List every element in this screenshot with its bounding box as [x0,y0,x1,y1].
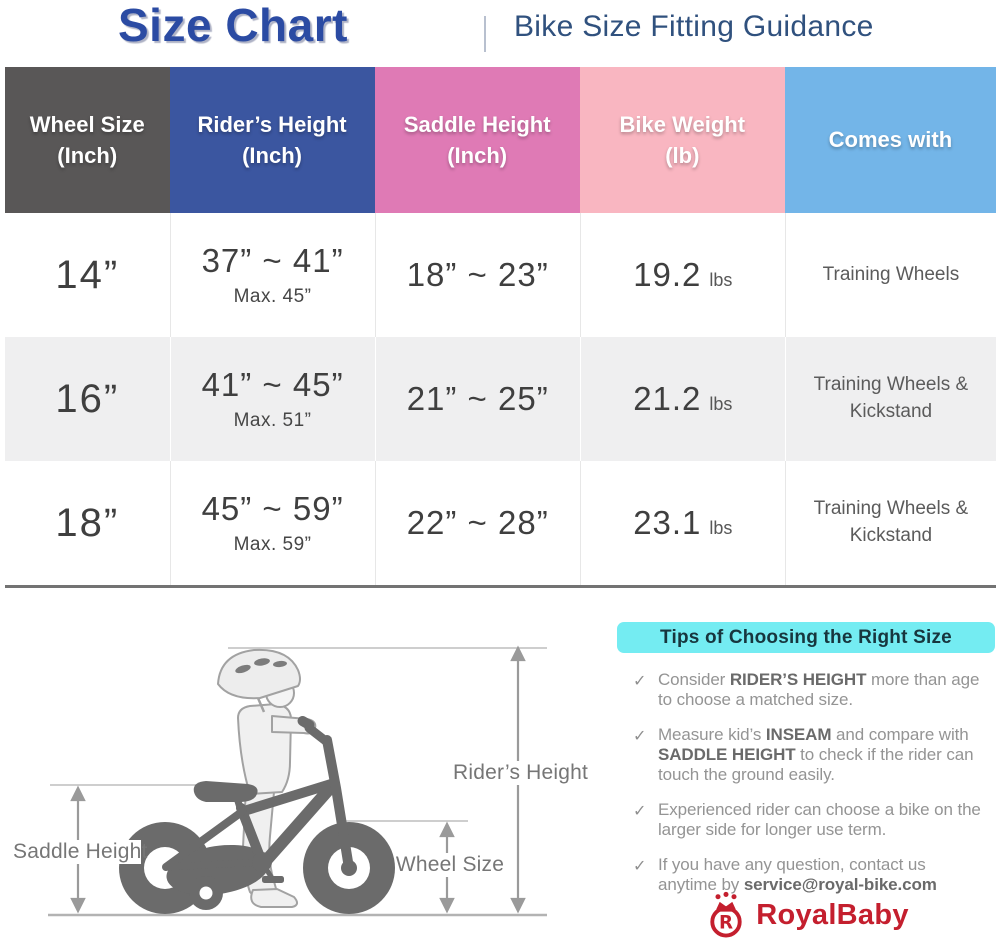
tip-text-segment: Measure kid’s [658,725,766,744]
saddle-height-range: 22” ~ 28” [406,504,549,541]
tip-text-segment: to check if the rider can touch the grou… [658,745,974,784]
column-header-label: Rider’s Height [197,111,347,137]
check-icon: ✓ [633,803,647,820]
tip-text: Experienced rider can choose a bike on t… [658,800,988,840]
cell-rider-height: 45” ~ 59” Max. 59” [169,461,375,585]
cell-comes-with: Training Wheels & Kickstand [784,337,996,461]
rider-height-max: Max. 51” [233,410,312,431]
weight-unit: lbs [709,518,733,538]
bike-weight-value: 21.2 lbs [633,380,732,418]
tip-item: ✓ Measure kid’s INSEAM and compare with S… [617,725,995,785]
column-header-sublabel: (Inch) [57,142,118,168]
rider-height-range: 41” ~ 45” [201,366,344,403]
rider-height-max: Max. 45” [233,286,312,307]
column-header-comes-with: Comes with [784,67,996,213]
column-header-sublabel: (Inch) [447,142,508,168]
weight-unit: lbs [709,394,733,414]
table-row: 14” 37” ~ 41” Max. 45” 18” ~ 23” 19.2 lbs Trai… [5,213,996,337]
tip-text-segment: and compare with [831,725,969,744]
cell-rider-height: 41” ~ 45” Max. 51” [169,337,375,461]
cell-bike-weight: 19.2 lbs [579,213,785,337]
page-subtitle: Bike Size Fitting Guidance [514,10,874,43]
tip-text-segment: more than age to choose a matched size. [658,670,980,709]
weight-unit: lbs [709,270,733,290]
tip-text: Measure kid’s INSEAM and compare with SA… [658,725,988,785]
cell-wheel-size: 18” [5,461,170,585]
bike-and-rider-illustration [48,645,547,917]
tip-text-emphasis: SADDLE HEIGHT [658,745,796,764]
bike-diagram: Rider’s Height Saddle Height Wheel Size [10,612,590,942]
wheel-size-value: 14” [55,252,120,297]
size-chart-table: Wheel Size (Inch) Rider’s Height (Inch) Sadd… [5,67,996,588]
column-header-bike-weight: Bike Weight (lb) [579,67,785,213]
column-header-sublabel: (Inch) [242,142,302,168]
tip-item: ✓ Experienced rider can choose a bike on … [617,800,995,840]
wheel-size-value: 16” [55,376,120,421]
table-body: 14” 37” ~ 41” Max. 45” 18” ~ 23” 19.2 lbs Trai… [5,213,996,585]
royalbaby-crown-icon: R [710,891,742,938]
saddle-height-label: Saddle Height [13,840,148,864]
check-icon: ✓ [633,858,647,875]
weight-number: 23.1 [633,504,702,541]
column-header-sublabel: (lb) [665,142,700,168]
tip-text: Consider RIDER’S HEIGHT more than age to… [658,670,988,710]
tip-text-emphasis: RIDER’S HEIGHT [729,670,867,689]
wheel-size-value: 18” [55,500,120,545]
page-title: Size Chart [118,0,348,51]
tip-text-emphasis: service@royal-bike.com [743,875,937,894]
comes-with-value: Training Wheels & Kickstand [813,498,969,546]
rider-height-range: 45” ~ 59” [201,490,344,527]
bike-weight-value: 19.2 lbs [633,256,732,294]
cell-rider-height: 37” ~ 41” Max. 45” [169,213,375,337]
tips-list: ✓ Consider RIDER’S HEIGHT more than age t… [617,670,995,895]
table-row: 18” 45” ~ 59” Max. 59” 22” ~ 28” 23.1 lbs Trai… [5,461,996,585]
check-icon: ✓ [633,673,647,690]
column-header-saddle-height: Saddle Height (Inch) [374,67,580,213]
column-header-label: Bike Weight [619,111,746,137]
table-header-row: Wheel Size (Inch) Rider’s Height (Inch) Sadd… [5,67,996,213]
cell-comes-with: Training Wheels & Kickstand [784,461,996,585]
check-icon: ✓ [633,728,647,745]
cell-wheel-size: 16” [5,337,170,461]
cell-saddle-height: 18” ~ 23” [374,213,580,337]
saddle-height-range: 18” ~ 23” [406,256,549,293]
cell-bike-weight: 23.1 lbs [579,461,785,585]
rider-height-range: 37” ~ 41” [201,242,344,279]
cell-bike-weight: 21.2 lbs [579,337,785,461]
cell-wheel-size: 14” [5,213,170,337]
tips-title-banner: Tips of Choosing the Right Size [617,622,995,653]
column-header-label: Saddle Height [403,111,551,137]
brand-name: RoyalBaby [756,898,909,931]
tip-text-segment: Experienced rider can choose a bike on t… [658,800,981,839]
tip-item: ✓ If you have any question, contact us an… [617,855,995,895]
cell-saddle-height: 21” ~ 25” [374,337,580,461]
weight-number: 19.2 [633,256,702,293]
bike-weight-value: 23.1 lbs [633,504,732,542]
tip-text: If you have any question, contact us any… [658,855,988,895]
comes-with-value: Training Wheels & Kickstand [813,374,969,422]
column-header-label: Wheel Size [29,111,145,137]
rider-height-label: Rider’s Height [453,761,589,785]
table-row: 16” 41” ~ 45” Max. 51” 21” ~ 25” 21.2 lbs Trai… [5,337,996,461]
column-header-wheel-size: Wheel Size (Inch) [5,67,170,213]
cell-comes-with: Training Wheels [784,213,996,337]
column-header-rider-height: Rider’s Height (Inch) [169,67,375,213]
cell-saddle-height: 22” ~ 28” [374,461,580,585]
saddle-height-range: 21” ~ 25” [406,380,549,417]
title-divider [484,16,486,52]
tip-text-emphasis: INSEAM [765,725,832,744]
svg-text:R: R [719,913,733,934]
weight-number: 21.2 [633,380,702,417]
tip-text-segment: If you have any question, contact us any… [658,855,926,894]
tip-item: ✓ Consider RIDER’S HEIGHT more than age t… [617,670,995,710]
wheel-size-label: Wheel Size [395,853,505,877]
column-header-label: Comes with [828,127,953,152]
brand-logo: R RoyalBaby [617,890,995,940]
rider-height-max: Max. 59” [233,534,312,555]
comes-with-value: Training Wheels [822,263,960,285]
tip-text-segment: Consider [658,670,730,689]
title-bar: Size Chart Bike Size Fitting Guidance [0,0,1000,66]
